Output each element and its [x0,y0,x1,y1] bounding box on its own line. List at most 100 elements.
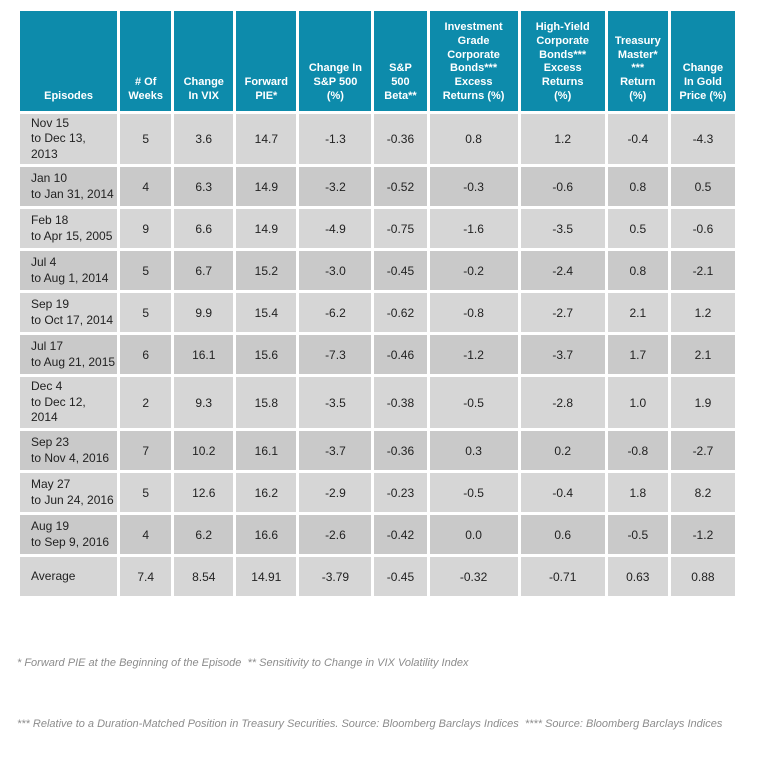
value-cell: 9 [120,209,172,249]
value-cell: -0.38 [374,377,427,429]
value-cell: 1.2 [670,293,735,333]
table-header: Episodes # Of Weeks Change In VIX Forward P… [20,11,735,111]
value-cell: -0.4 [607,113,668,165]
value-cell: 0.63 [607,557,668,597]
table-row: Feb 18 to Apr 15, 2005 9 6.6 14.9 -4.9 -0.75-… [20,209,735,249]
value-cell: 0.6 [520,515,605,555]
table-row: Aug 19 to Sep 9, 2016 4 6.2 16.6 -2.6 -0.42 0.… [20,515,735,555]
value-cell: 6.3 [174,167,234,207]
table-row: Nov 15 to Dec 13, 2013 5 3.6 14.7 -1.3 -0.36 0… [20,113,735,165]
value-cell: 5 [120,473,172,513]
episode-cell: Sep 23 to Nov 4, 2016 [20,431,118,471]
value-cell: 0.0 [429,515,518,555]
value-cell: -0.6 [670,209,735,249]
value-cell: -0.4 [520,473,605,513]
value-cell: 3.6 [174,113,234,165]
value-cell: 16.1 [174,335,234,375]
value-cell: 6.7 [174,251,234,291]
value-cell: 9.9 [174,293,234,333]
episode-cell: Average [20,557,118,597]
value-cell: 6 [120,335,172,375]
episode-cell: Dec 4 to Dec 12, 2014 [20,377,118,429]
value-cell: -0.62 [374,293,427,333]
episode-cell: Jul 17 to Aug 21, 2015 [20,335,118,375]
value-cell: -0.5 [429,473,518,513]
column-header-forward-pie: Forward PIE* [236,11,297,111]
value-cell: -0.36 [374,113,427,165]
value-cell: 14.7 [236,113,297,165]
value-cell: -0.23 [374,473,427,513]
value-cell: -0.36 [374,431,427,471]
volatility-episodes-table: Episodes # Of Weeks Change In VIX Forward P… [17,8,738,599]
value-cell: 0.8 [607,167,668,207]
value-cell: -0.71 [520,557,605,597]
value-cell: 15.2 [236,251,297,291]
value-cell: -2.7 [520,293,605,333]
footnote-line-1: * Forward PIE at the Beginning of the Ep… [17,656,469,669]
value-cell: -3.5 [520,209,605,249]
value-cell: 12.6 [174,473,234,513]
value-cell: 6.6 [174,209,234,249]
episode-cell: Nov 15 to Dec 13, 2013 [20,113,118,165]
episode-cell: Jan 10 to Jan 31, 2014 [20,167,118,207]
value-cell: -0.8 [607,431,668,471]
value-cell: 0.5 [607,209,668,249]
value-cell: -0.45 [374,251,427,291]
table-row: Jul 17 to Aug 21, 2015 6 16.1 15.6 -7.3 -0.46… [20,335,735,375]
value-cell: -1.2 [670,515,735,555]
value-cell: 14.91 [236,557,297,597]
value-cell: 1.0 [607,377,668,429]
value-cell: -3.5 [299,377,372,429]
average-row: Average 7.4 8.54 14.91 -3.79 -0.45 -0.32 -0.71 0… [20,557,735,597]
value-cell: 1.8 [607,473,668,513]
value-cell: -3.79 [299,557,372,597]
episode-cell: Sep 19 to Oct 17, 2014 [20,293,118,333]
value-cell: 1.9 [670,377,735,429]
value-cell: -3.7 [299,431,372,471]
value-cell: -0.46 [374,335,427,375]
value-cell: 4 [120,515,172,555]
value-cell: 16.2 [236,473,297,513]
value-cell: 5 [120,293,172,333]
value-cell: -6.2 [299,293,372,333]
value-cell: 4 [120,167,172,207]
value-cell: 16.6 [236,515,297,555]
value-cell: -0.45 [374,557,427,597]
value-cell: -1.3 [299,113,372,165]
value-cell: -1.2 [429,335,518,375]
value-cell: 0.8 [607,251,668,291]
table-row: Sep 19 to Oct 17, 2014 5 9.9 15.4 -6.2 -0.62-… [20,293,735,333]
value-cell: -3.2 [299,167,372,207]
table-body: Nov 15 to Dec 13, 2013 5 3.6 14.7 -1.3 -0.36 0… [20,113,735,597]
value-cell: -0.3 [429,167,518,207]
value-cell: 1.7 [607,335,668,375]
column-header-change-in-gold-price: Change In Gold Price (%) [670,11,735,111]
value-cell: 8.54 [174,557,234,597]
column-header-treasury-master-return: Treasury Master* *** Return (%) [607,11,668,111]
value-cell: 10.2 [174,431,234,471]
value-cell: 0.2 [520,431,605,471]
value-cell: -0.2 [429,251,518,291]
value-cell: -2.4 [520,251,605,291]
table-row: May 27 to Jun 24, 2016 5 12.6 16.2 -2.9 -0.23… [20,473,735,513]
footnotes: * Forward PIE at the Beginning of the Ep… [17,612,780,775]
episode-cell: Jul 4 to Aug 1, 2014 [20,251,118,291]
column-header-episodes: Episodes [20,11,118,111]
column-header-sp500-beta: S&P 500 Beta** [374,11,427,111]
value-cell: -3.0 [299,251,372,291]
table-row: Sep 23 to Nov 4, 2016 7 10.2 16.1 -3.7 -0.36 0… [20,431,735,471]
column-header-hy-bonds-excess-returns: High-Yield Corporate Bonds*** Excess Ret… [520,11,605,111]
value-cell: -7.3 [299,335,372,375]
episode-cell: Aug 19 to Sep 9, 2016 [20,515,118,555]
value-cell: 15.6 [236,335,297,375]
value-cell: -0.42 [374,515,427,555]
value-cell: -2.9 [299,473,372,513]
column-header-weeks: # Of Weeks [120,11,172,111]
value-cell: 1.2 [520,113,605,165]
value-cell: 2 [120,377,172,429]
value-cell: 7 [120,431,172,471]
column-header-change-in-vix: Change In VIX [174,11,234,111]
column-header-ig-bonds-excess-returns: Investment Grade Corporate Bonds*** Exce… [429,11,518,111]
value-cell: 9.3 [174,377,234,429]
